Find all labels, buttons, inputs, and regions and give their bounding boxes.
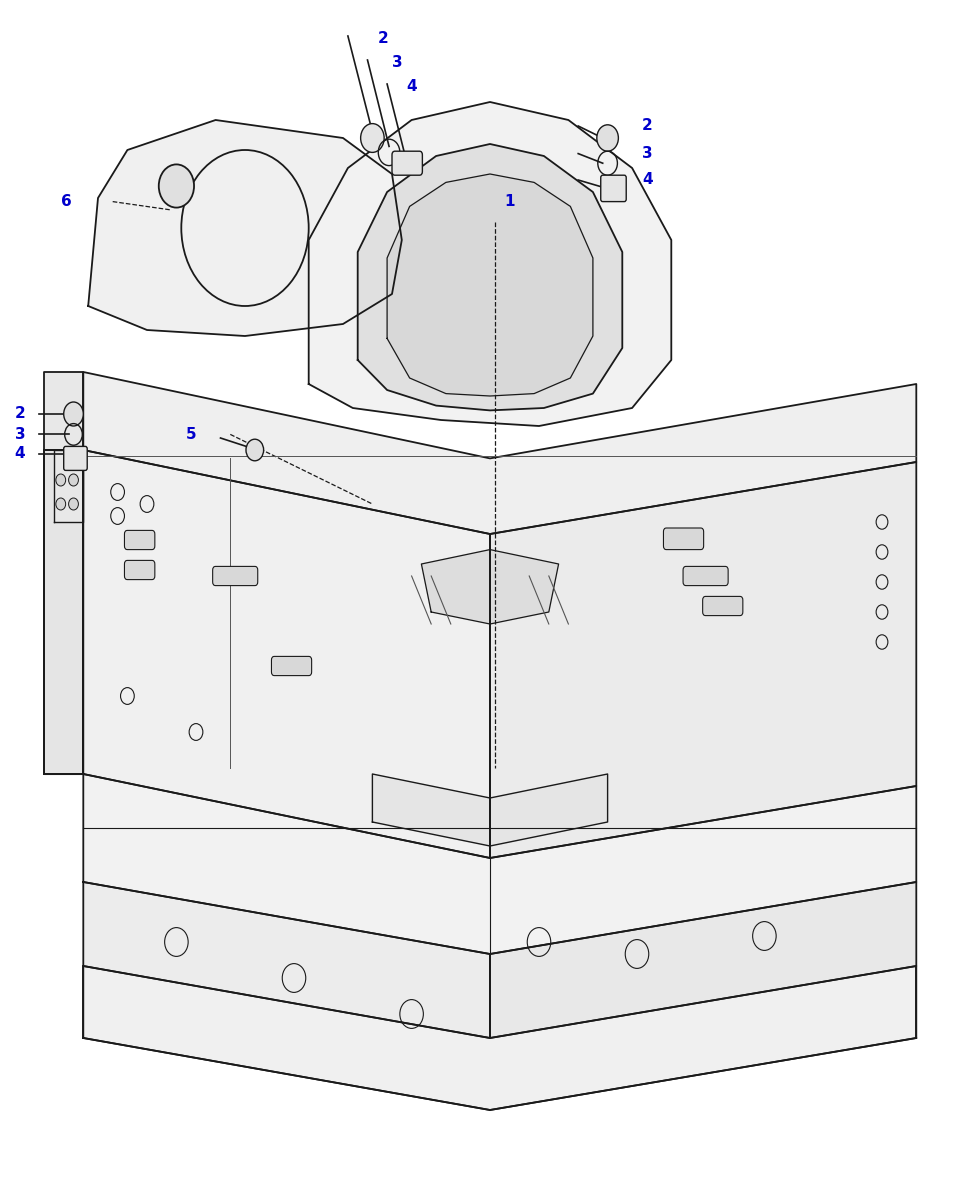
Text: 4: 4 [15,446,25,461]
Bar [670,629,711,661]
Polygon shape [358,144,622,410]
Bar [588,564,629,596]
Bar [670,564,711,596]
Text: 2: 2 [642,119,653,133]
FancyBboxPatch shape [64,446,87,470]
Circle shape [246,439,264,461]
Circle shape [56,474,66,486]
Polygon shape [83,882,490,1038]
Text: 2: 2 [377,31,388,46]
Polygon shape [83,450,490,858]
Bar [835,694,876,726]
Circle shape [69,498,78,510]
Polygon shape [88,120,402,336]
Bar [794,661,835,694]
Circle shape [597,125,618,151]
FancyBboxPatch shape [601,175,626,202]
Circle shape [159,164,194,208]
Polygon shape [44,372,83,450]
Bar [711,532,753,564]
Bar [629,532,670,564]
Bar [753,564,794,596]
FancyBboxPatch shape [703,596,743,616]
Bar [588,629,629,661]
FancyBboxPatch shape [392,151,422,175]
Polygon shape [83,966,916,1110]
FancyBboxPatch shape [124,560,155,580]
Polygon shape [54,450,83,522]
Bar [835,564,876,596]
Bar [629,596,670,629]
Bar [835,499,876,532]
Text: Scuderia: Scuderia [284,536,696,616]
Text: 3: 3 [15,427,25,442]
Bar [753,499,794,532]
Bar [588,694,629,726]
Polygon shape [372,774,608,846]
Bar [670,694,711,726]
Text: 3: 3 [642,146,653,161]
Bar [588,499,629,532]
Polygon shape [83,372,916,534]
FancyBboxPatch shape [683,566,728,586]
FancyBboxPatch shape [271,656,312,676]
Polygon shape [490,462,916,858]
Bar [794,596,835,629]
FancyBboxPatch shape [124,530,155,550]
Bar [753,694,794,726]
Polygon shape [421,550,559,624]
Circle shape [361,124,384,152]
Polygon shape [387,174,593,396]
FancyBboxPatch shape [213,566,258,586]
Bar [670,499,711,532]
Text: 2: 2 [15,407,25,421]
Circle shape [56,498,66,510]
Polygon shape [83,774,916,954]
Text: 3: 3 [392,55,403,70]
Bar [753,629,794,661]
Text: 1: 1 [505,194,515,209]
Polygon shape [490,882,916,1038]
Text: 4: 4 [407,79,417,94]
Text: 5: 5 [186,427,197,442]
Polygon shape [309,102,671,426]
Polygon shape [44,450,83,774]
Text: 6: 6 [61,194,72,209]
FancyBboxPatch shape [663,528,704,550]
Bar [835,629,876,661]
Bar [711,661,753,694]
Bar [794,532,835,564]
Polygon shape [44,450,83,774]
Circle shape [69,474,78,486]
Circle shape [64,402,83,426]
Text: 4: 4 [642,173,653,187]
Bar [711,596,753,629]
Bar [629,661,670,694]
Text: Car  Parts: Car Parts [419,671,561,697]
